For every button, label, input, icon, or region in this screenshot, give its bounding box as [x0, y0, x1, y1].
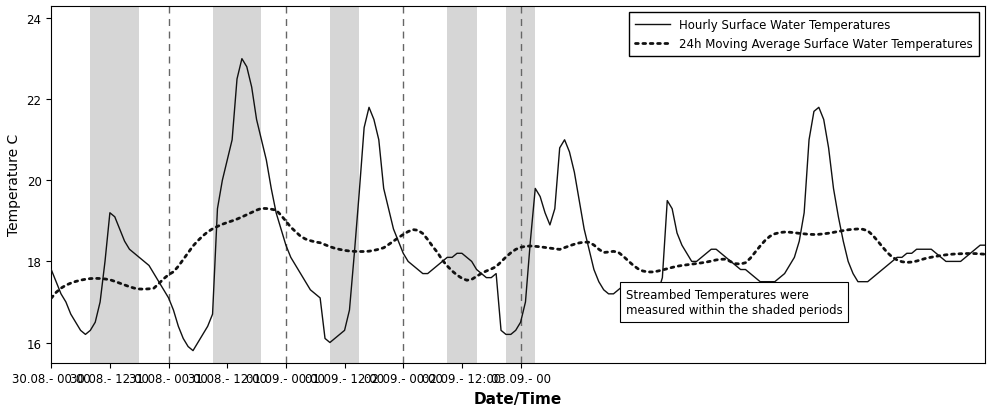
- Line: Hourly Surface Water Temperatures: Hourly Surface Water Temperatures: [52, 59, 985, 351]
- 24h Moving Average Surface Water Temperatures: [520, 244, 532, 249]
- Hourly Surface Water Temperatures: [588, 267, 600, 272]
- Bar: [447, 7, 476, 363]
- Line: 24h Moving Average Surface Water Temperatures: 24h Moving Average Surface Water Tempera…: [52, 209, 985, 299]
- Text: Streambed Temperatures were
measured within the shaded periods: Streambed Temperatures were measured wit…: [626, 288, 842, 316]
- 24h Moving Average Surface Water Temperatures: [427, 244, 438, 249]
- Hourly Surface Water Temperatures: [441, 255, 453, 260]
- Bar: [506, 7, 536, 363]
- Hourly Surface Water Temperatures: [525, 239, 537, 244]
- 24h Moving Average Surface Water Temperatures: [46, 296, 58, 301]
- 24h Moving Average Surface Water Temperatures: [436, 258, 448, 263]
- Hourly Surface Water Temperatures: [187, 348, 199, 353]
- Hourly Surface Water Temperatures: [432, 263, 443, 268]
- Hourly Surface Water Temperatures: [236, 57, 248, 62]
- Hourly Surface Water Temperatures: [46, 267, 58, 272]
- Bar: [90, 7, 139, 363]
- 24h Moving Average Surface Water Temperatures: [256, 206, 268, 211]
- Y-axis label: Temperature C: Temperature C: [7, 134, 21, 236]
- 24h Moving Average Surface Water Temperatures: [583, 240, 595, 245]
- Legend: Hourly Surface Water Temperatures, 24h Moving Average Surface Water Temperatures: Hourly Surface Water Temperatures, 24h M…: [629, 13, 979, 57]
- Hourly Surface Water Temperatures: [158, 287, 170, 292]
- Bar: [212, 7, 262, 363]
- Hourly Surface Water Temperatures: [642, 304, 654, 309]
- 24h Moving Average Surface Water Temperatures: [637, 269, 649, 274]
- Bar: [330, 7, 359, 363]
- Hourly Surface Water Temperatures: [979, 243, 991, 248]
- 24h Moving Average Surface Water Temperatures: [158, 277, 170, 282]
- 24h Moving Average Surface Water Temperatures: [979, 252, 991, 257]
- X-axis label: Date/Time: Date/Time: [474, 391, 562, 406]
